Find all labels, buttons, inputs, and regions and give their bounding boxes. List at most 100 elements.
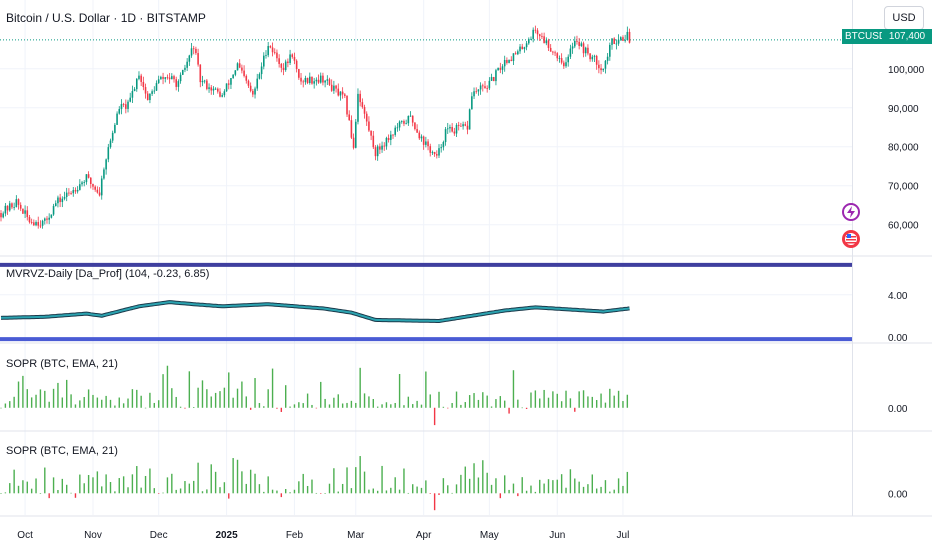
candle-body (464, 124, 467, 126)
sopr-1-bar (144, 407, 147, 409)
sopr-1-bar (188, 371, 191, 408)
sopr-1-bar (254, 378, 256, 408)
candle-body (418, 132, 421, 139)
candle-body (4, 205, 7, 214)
candle-body (330, 84, 333, 91)
candle-body (289, 54, 291, 63)
sopr-1-bar (403, 405, 405, 408)
candle-body (52, 205, 55, 215)
candle-body (89, 177, 92, 184)
sopr-indicator-title-2[interactable]: SOPR (BTC, EMA, 21) (6, 445, 118, 457)
candle-body (232, 74, 234, 79)
sopr-1-bar (376, 406, 379, 408)
sopr-2-bar (372, 488, 374, 494)
candle-body (166, 77, 169, 79)
sopr-2-bar (271, 489, 274, 494)
sopr-2-bar (101, 486, 103, 494)
candle-body (527, 39, 530, 44)
candle-body (186, 61, 188, 68)
candle-body (328, 79, 331, 85)
candle-body (188, 55, 191, 62)
candle-body (135, 78, 138, 90)
sopr-2-bar (30, 488, 33, 494)
sopr-2-bar (22, 480, 24, 494)
candle-body (407, 115, 410, 124)
sopr-2-bar (473, 463, 475, 494)
candle-body (153, 90, 156, 92)
candle-body (254, 88, 256, 95)
candle-body (300, 77, 302, 82)
candle-body (118, 109, 121, 114)
sopr-2-bar (385, 490, 388, 494)
candle-body (547, 40, 550, 48)
sopr-1-bar (508, 407, 510, 414)
candle-body (374, 147, 377, 157)
candle-body (438, 148, 440, 156)
candle-body (234, 70, 237, 75)
candle-body (541, 36, 543, 37)
price-axis-label: 60,000 (888, 221, 919, 232)
sopr-2-bar (416, 486, 418, 494)
time-axis-label: Feb (286, 530, 304, 541)
sopr-1-bar (210, 396, 212, 408)
sopr-2-bar (622, 485, 624, 494)
currency-button[interactable]: USD (884, 6, 924, 30)
mvrvz-line (0, 301, 630, 322)
candle-body (35, 222, 37, 226)
candle-body (344, 94, 346, 96)
sopr-2-bar (363, 471, 366, 494)
candle-body (368, 121, 370, 131)
candle-body (116, 113, 118, 125)
candle-body (446, 128, 449, 130)
sopr-2-bar (48, 493, 50, 499)
candle-body (17, 199, 20, 205)
candle-body (278, 58, 280, 64)
candle-body (260, 66, 263, 75)
sopr-2-bar (140, 487, 142, 494)
candle-body (337, 88, 340, 96)
candle-body (293, 56, 296, 61)
lightning-event-icon[interactable] (842, 203, 860, 221)
candle-body (619, 37, 622, 40)
candle-body (157, 79, 160, 84)
sopr-2-bar (228, 493, 230, 499)
candle-body (271, 47, 274, 53)
sopr-2-bar (171, 473, 173, 494)
sopr-1-bar (109, 399, 112, 408)
sopr-2-bar (617, 478, 620, 494)
sopr-2-bar (74, 493, 77, 498)
sopr-2-bar (543, 483, 545, 494)
candle-body (429, 146, 432, 153)
mvrvz-indicator-title[interactable]: MVRVZ-Daily [Da_Prof] (104, -0.23, 6.85) (6, 268, 210, 280)
sopr-1-bar (613, 395, 615, 408)
candle-body (352, 137, 355, 148)
candle-body (252, 90, 254, 95)
sopr-2-bar (245, 483, 247, 494)
symbol-title: Bitcoin / U.S. Dollar · 1D · BITSTAMP (6, 11, 206, 25)
candle-body (379, 146, 381, 150)
candle-body (111, 132, 114, 141)
candle-body (462, 124, 464, 127)
candle-body (477, 89, 480, 92)
sopr-1-bar (127, 398, 129, 408)
us-flag-event-icon[interactable] (842, 230, 860, 248)
sopr-1-bar (355, 402, 357, 408)
sopr-1-bar (534, 390, 537, 408)
sopr-1-bar (341, 403, 344, 408)
sopr-2-bar (346, 467, 348, 494)
candle-body (488, 80, 491, 89)
sopr-1-bar (298, 402, 300, 408)
candle-body (13, 207, 15, 208)
candle-body (2, 213, 4, 218)
sopr-1-bar (556, 393, 558, 408)
sopr-1-bars (0, 365, 629, 426)
sopr-2-bar (447, 485, 449, 494)
sopr-1-bar (267, 389, 269, 408)
sopr-1-bar (61, 397, 64, 408)
sopr-indicator-title-1[interactable]: SOPR (BTC, EMA, 21) (6, 358, 118, 370)
candle-body (466, 125, 469, 130)
sopr-2-bar (626, 471, 629, 494)
sopr-2-bar (495, 478, 497, 494)
candle-body (604, 60, 607, 69)
